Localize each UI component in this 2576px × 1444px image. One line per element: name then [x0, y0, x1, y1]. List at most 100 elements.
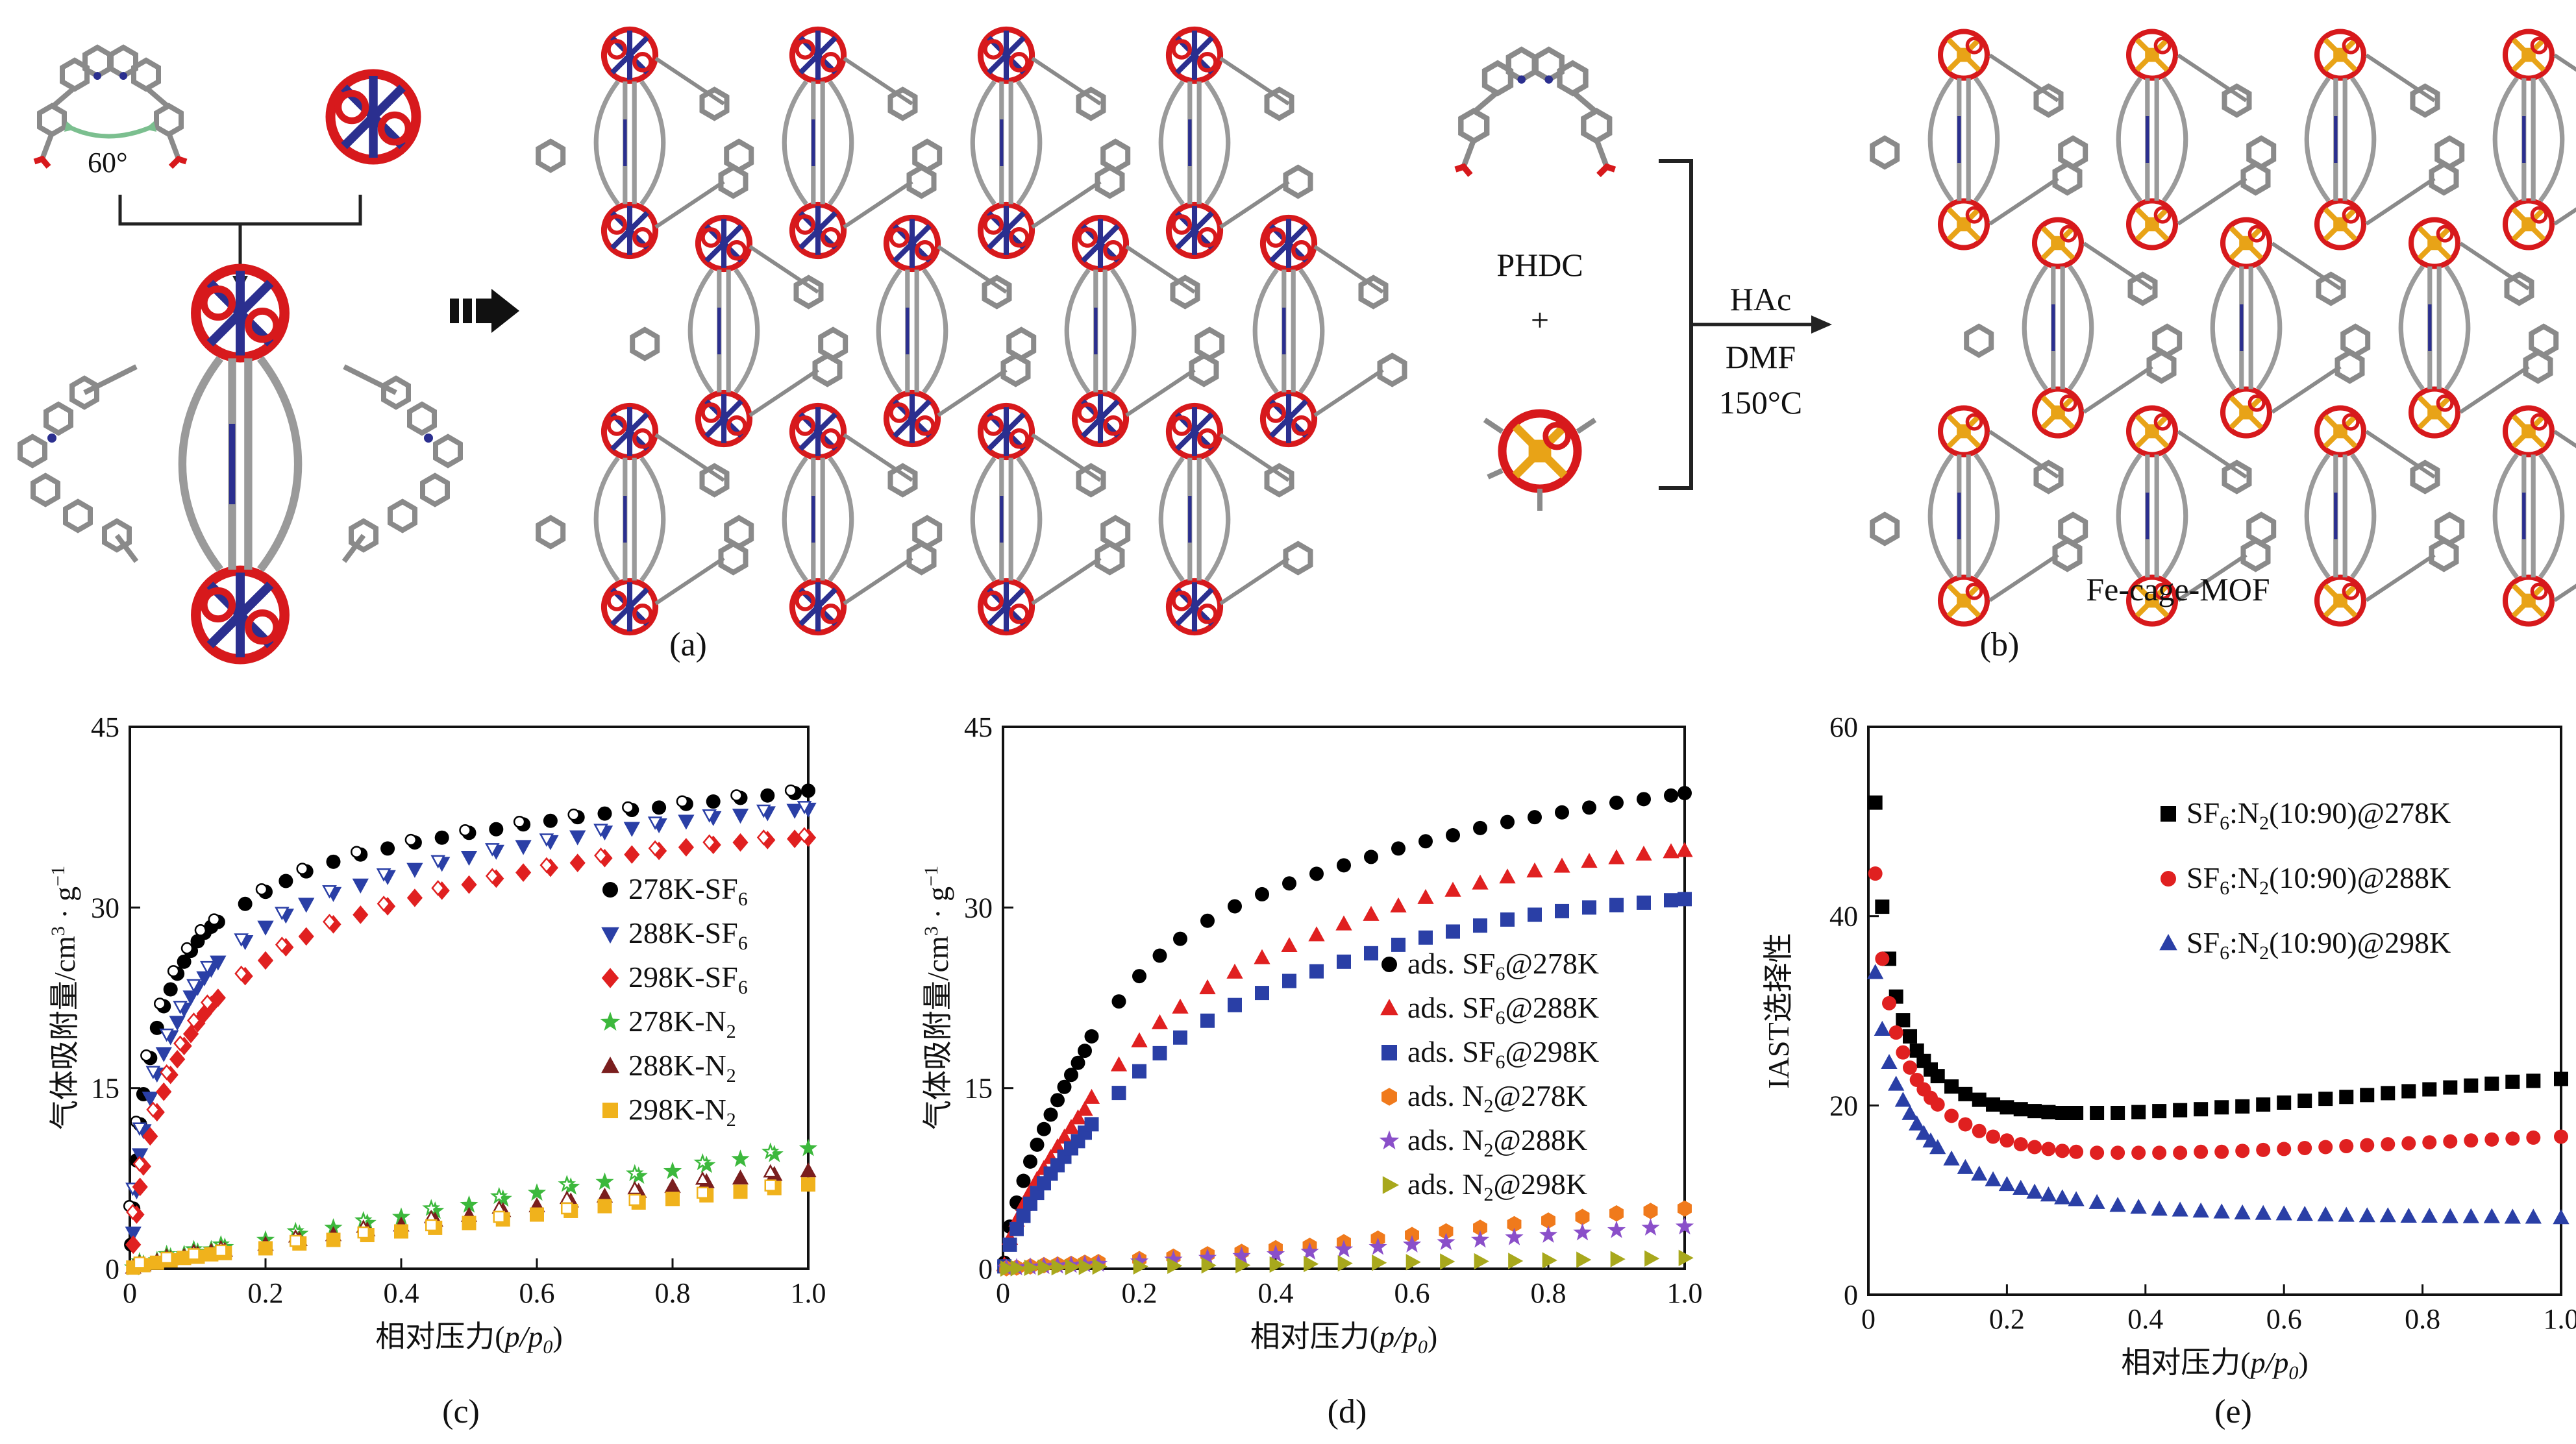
data-point-open — [730, 789, 743, 802]
data-point — [1364, 850, 1378, 864]
data-point — [1000, 1260, 1015, 1277]
panel-label-c: (c) — [442, 1393, 480, 1430]
data-point — [1200, 913, 1215, 928]
legend-entry: ads. N2@298K — [1382, 1168, 1587, 1205]
data-point — [760, 788, 775, 803]
data-point — [1226, 963, 1243, 979]
data-point — [1037, 1259, 1053, 1276]
legend-marker — [600, 1011, 621, 1031]
data-point — [2526, 1130, 2541, 1145]
data-point — [1030, 1137, 1045, 1152]
data-point — [1023, 1196, 1037, 1211]
data-point — [1868, 795, 1883, 810]
plot-frame — [1867, 726, 2562, 1296]
series-sf6-n2-10-90-298k — [1867, 964, 2570, 1225]
data-point — [1678, 786, 1692, 801]
data-point — [562, 1177, 580, 1195]
data-point-open — [764, 1179, 776, 1192]
data-point — [1541, 1212, 1555, 1229]
data-point — [1152, 1046, 1167, 1060]
legend-marker — [1379, 1130, 1400, 1150]
data-point — [1334, 1240, 1354, 1258]
data-point — [1199, 979, 1216, 995]
reaction-arrowhead — [1811, 315, 1832, 334]
data-point — [142, 1092, 158, 1107]
legend-label: ads. N2@278K — [1407, 1079, 1587, 1117]
x-tick-label: 0.2 — [248, 1277, 284, 1309]
data-point — [1582, 900, 1596, 915]
legend-marker — [1380, 999, 1398, 1016]
framework-a-image — [538, 29, 1404, 632]
y-tick-label: 45 — [964, 711, 993, 743]
data-point — [732, 809, 749, 824]
plot-frame — [1002, 726, 1686, 1270]
data-point — [678, 838, 694, 857]
data-point — [799, 1138, 818, 1156]
data-point — [1986, 1129, 2001, 1144]
data-point — [1364, 946, 1378, 961]
data-point — [1198, 1248, 1217, 1266]
x-tick-label: 1.0 — [1667, 1277, 1703, 1309]
data-point — [1664, 788, 1678, 803]
data-point — [2422, 1135, 2437, 1150]
data-point — [2381, 1086, 2396, 1101]
x-axis-label: 相对压力(p/p0) — [2121, 1346, 2308, 1384]
data-point — [1929, 1139, 1946, 1155]
data-point — [1335, 915, 1352, 931]
data-point-open — [167, 965, 180, 977]
data-point — [1581, 853, 1598, 868]
data-point — [1063, 1119, 1080, 1134]
data-point — [1986, 1097, 2001, 1112]
data-point — [1554, 857, 1570, 873]
legend-entry: 298K-N2 — [602, 1093, 736, 1131]
data-point-open — [593, 824, 608, 838]
data-point — [460, 1195, 478, 1213]
data-point — [731, 1149, 750, 1168]
data-point — [1608, 849, 1625, 864]
condition-dmf: DMF — [1726, 339, 1796, 375]
data-point — [597, 806, 612, 821]
data-point — [1131, 1032, 1148, 1047]
data-point — [2109, 1197, 2126, 1212]
data-point — [1050, 1093, 1065, 1108]
data-point — [2069, 1144, 2084, 1159]
data-point — [2013, 1102, 2028, 1117]
data-point — [1446, 924, 1460, 939]
data-point — [2318, 1092, 2333, 1107]
series-ads-n2-298k — [1000, 1249, 1694, 1277]
y-axis-label: IAST选择性 — [1762, 933, 1795, 1088]
data-point — [1130, 1252, 1149, 1269]
data-point — [1896, 1045, 1911, 1060]
legend-label: 278K-SF6 — [628, 872, 748, 910]
data-point — [2041, 1105, 2056, 1120]
data-point — [1641, 1218, 1660, 1236]
legend-label: ads. SF6@288K — [1407, 991, 1599, 1029]
data-point — [177, 954, 192, 969]
data-point — [1390, 897, 1407, 912]
data-point — [1875, 899, 1890, 914]
data-point — [1228, 899, 1242, 914]
data-point — [2504, 1208, 2521, 1224]
data-point — [2379, 1207, 2396, 1223]
product-label: Fe-cage-MOF — [2086, 571, 2270, 607]
y-tick-label: 40 — [1829, 901, 1858, 933]
data-point — [2054, 1189, 2071, 1205]
data-point-open — [763, 1164, 778, 1178]
data-point — [1418, 930, 1433, 945]
data-point — [1439, 1223, 1454, 1240]
data-point — [2339, 1090, 2354, 1105]
x-axis-label: 相对压力(p/p0) — [1250, 1320, 1437, 1358]
data-point — [326, 854, 341, 869]
legend-marker — [2161, 871, 2176, 887]
data-point — [2000, 1100, 2014, 1115]
data-point — [1528, 810, 1542, 825]
data-point — [2401, 1084, 2416, 1099]
y-tick-label: 0 — [1844, 1279, 1858, 1311]
data-point — [1635, 845, 1652, 861]
data-point-open — [133, 1256, 146, 1269]
data-point — [1609, 1205, 1624, 1222]
data-point — [1944, 1108, 1959, 1123]
condition-temp: 150°C — [1719, 384, 1802, 421]
data-point — [624, 845, 640, 864]
data-point-open — [200, 961, 215, 975]
